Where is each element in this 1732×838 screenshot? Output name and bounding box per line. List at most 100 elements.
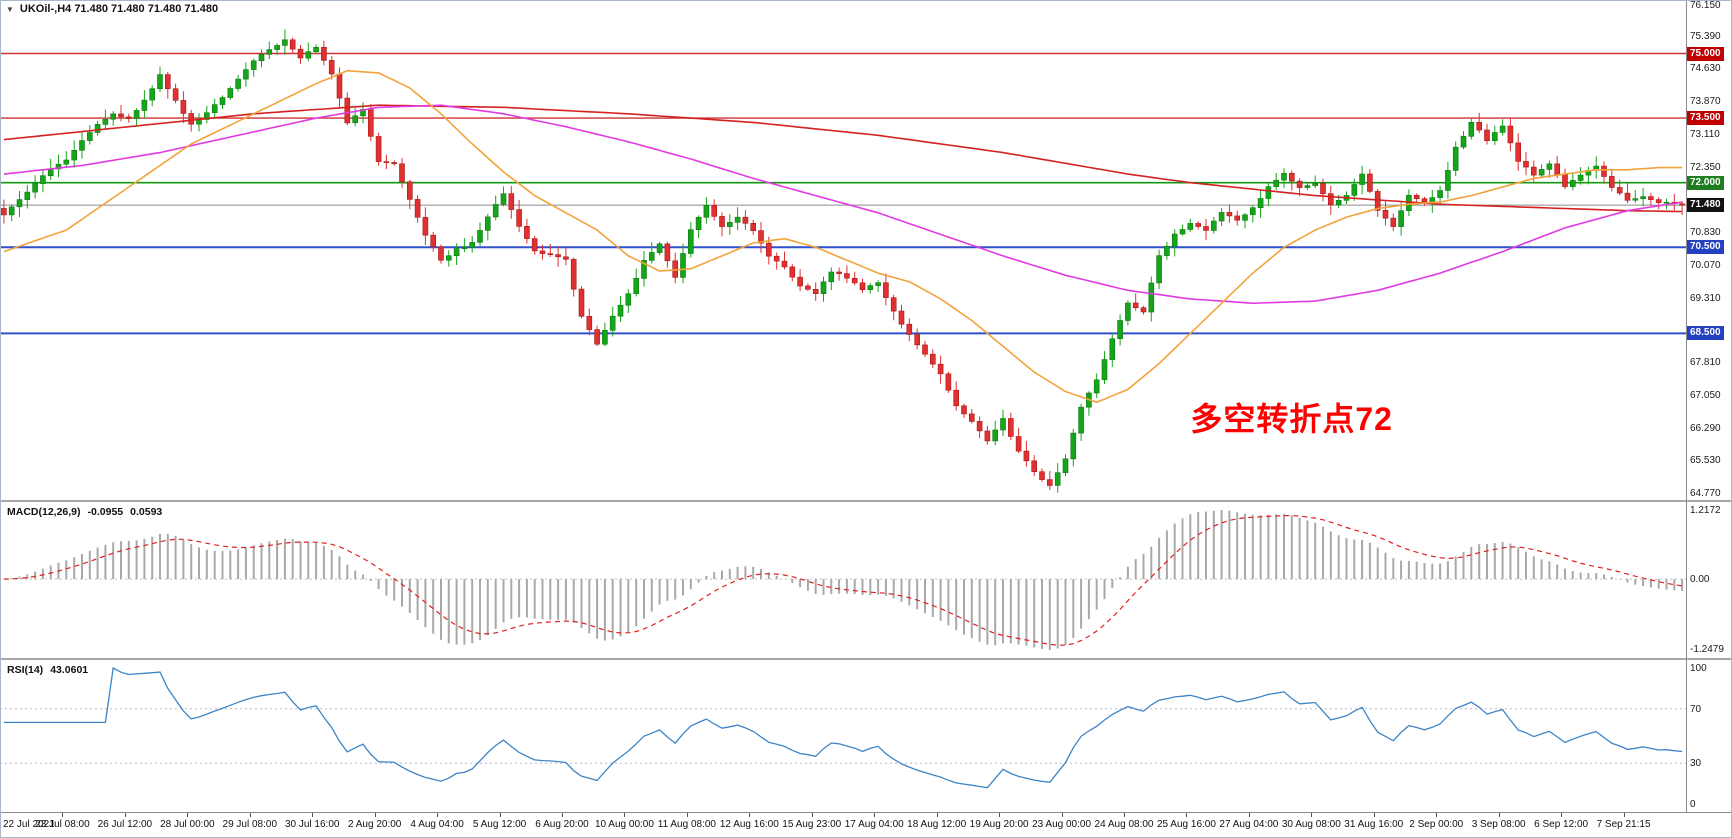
rsi-panel-canvas[interactable]: [0, 660, 1686, 812]
candle-up: [1437, 190, 1443, 198]
candle-up: [469, 242, 476, 248]
chart-annotation-text[interactable]: 多空转折点72: [1190, 400, 1393, 437]
time-tick: [374, 813, 376, 817]
candle-down: [539, 250, 546, 254]
candle-down: [1289, 173, 1295, 182]
time-axis-divider: [0, 812, 1732, 813]
macd-axis-zero: 0.00: [1690, 574, 1710, 586]
candle-down: [1234, 215, 1240, 221]
candle-up: [282, 39, 288, 46]
rsi-title: RSI(14): [7, 664, 44, 676]
candle-down: [914, 334, 921, 346]
macd-panel-canvas[interactable]: [0, 502, 1686, 658]
candle-down: [1515, 142, 1521, 162]
candle-down: [578, 288, 585, 317]
candle-down: [570, 259, 577, 290]
candle-down: [984, 430, 991, 442]
candle-up: [1281, 173, 1287, 181]
candle-down: [1484, 129, 1490, 141]
candle-up: [1179, 229, 1186, 235]
price-badge-71.480: 71.480: [1687, 198, 1724, 213]
collapse-icon[interactable]: ▼: [6, 4, 14, 14]
candle-down: [321, 46, 327, 61]
candle-down: [1, 208, 7, 216]
candle-down: [1655, 199, 1662, 203]
candle-up: [992, 429, 999, 442]
candle-up: [1468, 122, 1475, 137]
time-scale[interactable]: 22 Jul 2021 23 Jul 08:00 26 Jul 12:00 28 Ju…: [0, 813, 1732, 838]
price-tick: 73.870: [1690, 96, 1721, 108]
candle-up: [79, 140, 85, 151]
price-badge-73.500: 73.500: [1687, 111, 1724, 126]
candle-down: [118, 113, 124, 118]
time-tick: [0, 813, 1, 817]
time-label: 12 Aug 16:00: [719, 819, 779, 830]
candle-up: [1109, 338, 1116, 360]
candle-down: [1320, 183, 1326, 194]
time-tick: [624, 813, 626, 817]
price-badge-72.000: 72.000: [1687, 175, 1724, 190]
candle-up: [1257, 198, 1264, 208]
candle-up: [1312, 183, 1318, 186]
time-label: 28 Jul 00:00: [160, 819, 215, 830]
candle-up: [875, 282, 881, 286]
candle-up: [250, 60, 257, 70]
candle-up: [243, 69, 249, 80]
candle-up: [141, 99, 148, 111]
candle-up: [235, 78, 241, 89]
candle-down: [945, 373, 952, 391]
candle-down: [719, 216, 725, 227]
time-label: 25 Aug 16:00: [1156, 819, 1216, 830]
candle-up: [625, 293, 632, 306]
price-chart-canvas[interactable]: [0, 0, 1686, 500]
time-label: 30 Aug 08:00: [1281, 819, 1341, 830]
candle-down: [890, 297, 897, 312]
price-scale[interactable]: 1.2172 0.00 -1.2479 100 70 30 0 76.150 75…: [1687, 0, 1732, 812]
candle-up: [266, 49, 273, 55]
time-label: 22 Jul 2021: [3, 819, 55, 830]
rsi-line: [3, 666, 1683, 789]
candle-up: [1460, 135, 1467, 148]
candle-down: [1562, 174, 1568, 187]
candle-up: [8, 206, 15, 216]
candle-up: [687, 229, 694, 254]
time-tick: [187, 813, 189, 817]
time-label: 23 Aug 00:00: [1032, 819, 1092, 830]
candle-up: [828, 271, 835, 283]
time-label: 2 Aug 20:00: [347, 819, 402, 830]
price-tick: 70.070: [1690, 259, 1721, 271]
price-tick: 74.630: [1690, 63, 1721, 75]
candle-up: [1250, 207, 1256, 215]
candle-up: [1101, 359, 1108, 381]
ma-line-slow-red: [3, 104, 1683, 213]
candle-up: [820, 281, 827, 294]
candle-down: [1023, 450, 1030, 462]
time-label: 30 Jul 16:00: [284, 819, 340, 830]
candle-down: [1007, 418, 1014, 437]
candle-up: [71, 150, 77, 161]
candle-up: [1070, 432, 1077, 460]
candle-up: [617, 304, 624, 317]
symbol-ohlc-title: UKOil-,H4 71.480 71.480 71.480 71.480: [19, 3, 219, 15]
panel-divider-main-macd[interactable]: [0, 500, 1732, 502]
candle-down: [1039, 471, 1045, 480]
time-label: 29 Jul 08:00: [222, 819, 278, 830]
candle-up: [32, 183, 38, 193]
candle-up: [1570, 180, 1576, 187]
time-tick: [124, 813, 126, 817]
time-label: 18 Aug 12:00: [907, 819, 967, 830]
candle-down: [1132, 302, 1139, 308]
time-label: 10 Aug 00:00: [594, 819, 654, 830]
candle-up: [258, 54, 265, 62]
price-badge-68.500: 68.500: [1687, 326, 1724, 341]
candle-down: [664, 243, 671, 262]
panel-divider-macd-rsi[interactable]: [0, 658, 1732, 660]
candle-up: [500, 193, 507, 205]
time-tick: [1186, 813, 1188, 817]
candle-up: [1546, 163, 1553, 170]
candle-down: [344, 97, 351, 124]
candle-up: [1452, 146, 1459, 171]
candle-down: [1421, 198, 1428, 203]
candle-down: [1140, 307, 1147, 313]
candle-down: [508, 193, 515, 210]
